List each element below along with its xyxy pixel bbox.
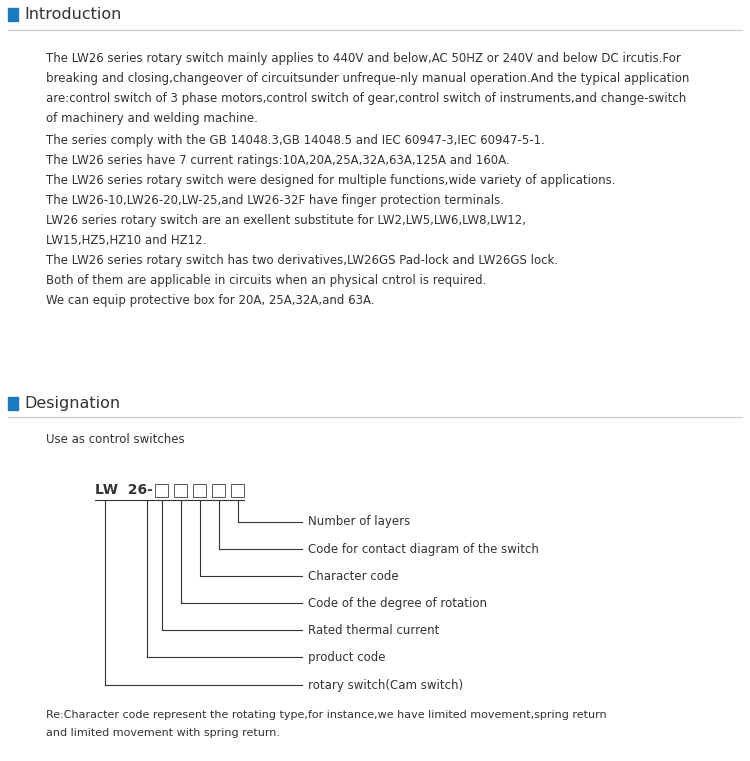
Bar: [174, 483, 187, 496]
Text: LW  26-: LW 26-: [95, 483, 153, 497]
Bar: [8, 397, 18, 410]
Bar: [8, 8, 18, 21]
Text: LW15,HZ5,HZ10 and HZ12.: LW15,HZ5,HZ10 and HZ12.: [46, 234, 206, 247]
Text: of machinery and welding machine.: of machinery and welding machine.: [46, 112, 258, 125]
Text: and limited movement with spring return.: and limited movement with spring return.: [46, 728, 280, 738]
Text: The series comply with the GB 14048.3,GB 14048.5 and IEC 60947-3,IEC 60947-5-1.: The series comply with the GB 14048.3,GB…: [46, 134, 544, 147]
Text: The LW26 series rotary switch mainly applies to 440V and below,AC 50HZ or 240V a: The LW26 series rotary switch mainly app…: [46, 52, 681, 65]
Text: Both of them are applicable in circuits when an physical cntrol is required.: Both of them are applicable in circuits …: [46, 274, 486, 287]
Bar: [231, 483, 244, 496]
Text: product code: product code: [308, 651, 386, 664]
Text: Code of the degree of rotation: Code of the degree of rotation: [308, 597, 487, 610]
Bar: [212, 483, 225, 496]
Text: Re:Character code represent the rotating type,for instance,we have limited movem: Re:Character code represent the rotating…: [46, 710, 607, 720]
Text: rotary switch(Cam switch): rotary switch(Cam switch): [308, 679, 463, 692]
Bar: [193, 483, 206, 496]
Text: Use as control switches: Use as control switches: [46, 433, 184, 446]
Text: are:control switch of 3 phase motors,control switch of gear,control switch of in: are:control switch of 3 phase motors,con…: [46, 92, 686, 105]
Text: We can equip protective box for 20A, 25A,32A,and 63A.: We can equip protective box for 20A, 25A…: [46, 294, 374, 307]
Text: The LW26 series rotary switch has two derivatives,LW26GS Pad-lock and LW26GS loc: The LW26 series rotary switch has two de…: [46, 254, 558, 267]
Text: Character code: Character code: [308, 569, 399, 582]
Text: LW26 series rotary switch are an exellent substitute for LW2,LW5,LW6,LW8,LW12,: LW26 series rotary switch are an exellen…: [46, 214, 526, 227]
Text: The LW26 series rotary switch were designed for multiple functions,wide variety : The LW26 series rotary switch were desig…: [46, 174, 616, 187]
Text: Number of layers: Number of layers: [308, 515, 410, 528]
Text: Rated thermal current: Rated thermal current: [308, 623, 440, 636]
Text: Introduction: Introduction: [24, 7, 122, 22]
Text: The LW26 series have 7 current ratings:10A,20A,25A,32A,63A,125A and 160A.: The LW26 series have 7 current ratings:1…: [46, 154, 510, 167]
Text: breaking and closing,changeover of circuitsunder unfreque-nly manual operation.A: breaking and closing,changeover of circu…: [46, 72, 689, 85]
Bar: [155, 483, 168, 496]
Text: The LW26-10,LW26-20,LW-25,and LW26-32F have finger protection terminals.: The LW26-10,LW26-20,LW-25,and LW26-32F h…: [46, 194, 504, 207]
Text: Code for contact diagram of the switch: Code for contact diagram of the switch: [308, 543, 538, 556]
Text: Designation: Designation: [24, 396, 120, 411]
